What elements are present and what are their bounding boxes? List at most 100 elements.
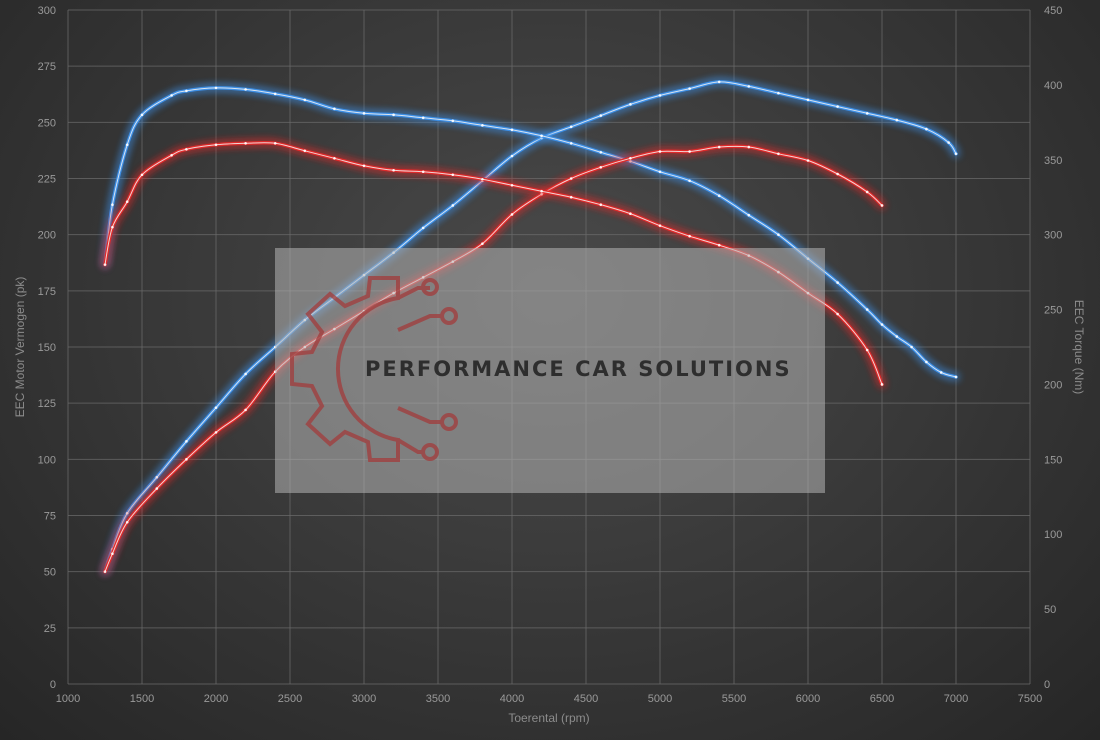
y-left-tick-label: 100 <box>38 454 56 466</box>
y-right-tick-label: 450 <box>1044 5 1062 17</box>
y-left-tick-label: 125 <box>38 398 56 410</box>
x-tick-label: 1500 <box>130 693 154 705</box>
data-point <box>170 94 173 97</box>
series-highlight <box>104 81 957 572</box>
series-tuned_torque <box>102 84 959 380</box>
data-point <box>947 141 950 144</box>
data-point <box>421 170 425 174</box>
x-tick-label: 7000 <box>944 693 968 705</box>
y-right-tick-label: 50 <box>1044 604 1056 616</box>
data-point <box>865 348 869 352</box>
x-tick-label: 4000 <box>500 693 524 705</box>
data-point <box>451 173 455 177</box>
data-point <box>155 476 159 479</box>
series-stock_power <box>102 143 885 575</box>
data-point <box>362 112 366 115</box>
y-right-tick-label: 300 <box>1044 230 1062 242</box>
series-tuned_power <box>102 78 959 575</box>
data-point <box>481 177 484 181</box>
x-axis-ticks: 1000 1500 2000 2500 3000 3500 4000 4500 5000 5500… <box>56 693 1042 705</box>
data-point <box>658 224 662 227</box>
data-point <box>481 242 484 245</box>
data-point <box>747 213 751 217</box>
data-point <box>170 153 173 157</box>
y-right-tick-label: 200 <box>1044 379 1062 391</box>
data-point <box>629 212 632 215</box>
data-point <box>954 375 958 379</box>
data-point <box>392 168 395 172</box>
data-point <box>688 150 691 153</box>
data-point <box>629 103 632 106</box>
x-tick-label: 4500 <box>574 693 598 705</box>
data-point <box>540 189 543 193</box>
data-point <box>836 281 839 284</box>
data-point <box>895 335 899 338</box>
data-point <box>140 173 144 177</box>
data-point <box>747 145 751 149</box>
data-point <box>688 87 691 90</box>
data-point <box>880 204 884 207</box>
data-point <box>111 225 114 229</box>
data-point <box>125 511 129 515</box>
data-point <box>925 360 928 364</box>
data-point <box>111 203 114 207</box>
data-point <box>717 194 721 198</box>
data-point <box>540 134 543 138</box>
data-point <box>125 200 129 204</box>
data-point <box>333 156 336 160</box>
data-point <box>777 152 780 156</box>
data-point <box>125 143 129 147</box>
data-point <box>880 383 884 386</box>
data-point <box>717 80 721 84</box>
data-point <box>688 179 691 183</box>
y-right-tick-label: 150 <box>1044 454 1062 466</box>
y-right-tick-label: 0 <box>1044 679 1050 691</box>
data-point <box>510 213 514 216</box>
data-point <box>140 113 144 117</box>
data-point <box>333 107 336 111</box>
x-tick-label: 3500 <box>426 693 450 705</box>
data-point <box>273 92 277 96</box>
data-point <box>103 263 107 266</box>
y-left-tick-label: 75 <box>44 511 56 523</box>
watermark: PERFORMANCE CAR SOLUTIONS <box>275 248 825 493</box>
y-right-axis-ticks: 0 50 100 150 200 250 300 350 400 450 <box>1044 5 1062 691</box>
x-axis-title: Toerental (rpm) <box>508 711 589 725</box>
data-point <box>910 345 913 349</box>
data-point <box>658 170 662 174</box>
y-left-tick-label: 50 <box>44 567 56 579</box>
data-point <box>214 406 218 409</box>
data-point <box>214 143 218 147</box>
data-point <box>421 226 425 230</box>
data-point <box>451 204 455 207</box>
data-point <box>717 145 721 149</box>
x-tick-label: 7500 <box>1018 693 1042 705</box>
x-tick-label: 2500 <box>278 693 302 705</box>
x-tick-label: 3000 <box>352 693 376 705</box>
data-point <box>214 86 218 90</box>
data-point <box>273 142 277 145</box>
x-tick-label: 6500 <box>870 693 894 705</box>
data-point <box>865 308 869 311</box>
data-point <box>481 124 484 127</box>
data-point <box>777 233 780 236</box>
y-left-axis-title: EEC Motor Vermogen (pk) <box>13 277 27 418</box>
watermark-text: PERFORMANCE CAR SOLUTIONS <box>365 357 792 381</box>
data-point <box>103 570 107 573</box>
data-point <box>836 105 839 108</box>
y-left-tick-label: 25 <box>44 623 56 635</box>
data-point <box>303 98 307 102</box>
data-point <box>362 164 366 168</box>
data-point <box>185 440 188 443</box>
data-point <box>895 118 899 122</box>
data-point <box>880 323 884 326</box>
data-point <box>688 234 691 238</box>
y-left-axis-ticks: 0 25 50 75 100 125 150 175 200 225 250 275 300 <box>38 5 56 691</box>
data-point <box>925 127 928 131</box>
y-left-tick-label: 275 <box>38 61 56 73</box>
data-point <box>954 152 958 156</box>
data-point <box>939 371 943 374</box>
y-right-tick-label: 350 <box>1044 155 1062 167</box>
data-point <box>244 372 247 376</box>
